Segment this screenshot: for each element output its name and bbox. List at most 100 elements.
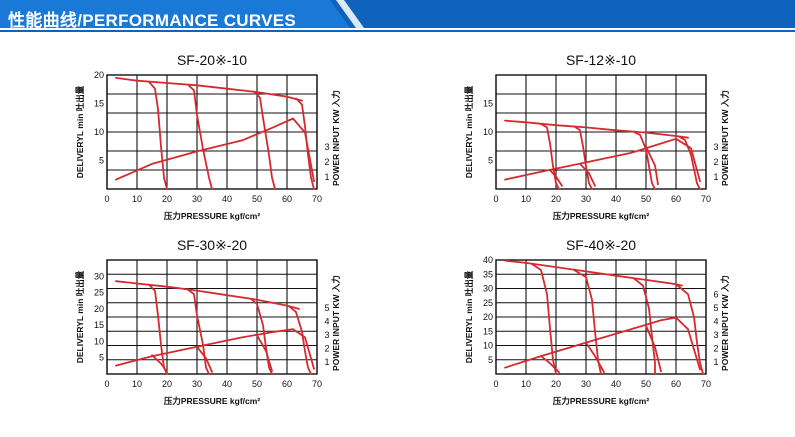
y-axis-label: DELIVERYL min 吐出量 — [464, 270, 474, 363]
x-tick-label: 10 — [521, 379, 531, 389]
x-tick-label: 40 — [222, 379, 232, 389]
power-tick-label: 1 — [713, 172, 718, 182]
x-tick-label: 60 — [671, 379, 681, 389]
power-axis-label: POWER INPUT KW 入力 — [331, 90, 341, 186]
power-tick-label: 4 — [713, 317, 718, 327]
plot-frame — [495, 74, 707, 190]
series-delivery — [115, 77, 303, 102]
y-axis-label: DELIVERYL min 吐出量 — [464, 85, 474, 178]
y-tick-label: 10 — [94, 336, 104, 346]
y-tick-label: 30 — [94, 271, 104, 281]
series-power-drop — [579, 163, 596, 187]
series-power-drop — [196, 345, 213, 373]
x-axis-label: 压力PRESSURE kgf/cm² — [553, 211, 650, 221]
y-tick-label: 5 — [99, 156, 104, 166]
x-tick-label: 50 — [252, 379, 262, 389]
performance-charts: SF-20※-100 10 20 30 40 50 60 705101520123压力PRES… — [75, 52, 730, 406]
y-tick-label: 5 — [488, 156, 493, 166]
x-tick-label: 70 — [701, 194, 711, 204]
x-axis-label: 压力PRESSURE kgf/cm² — [553, 396, 650, 406]
header-accent-stripe — [336, 0, 364, 28]
series-cutoff-20 — [148, 80, 168, 190]
power-tick-label: 3 — [713, 330, 718, 340]
header-banner: 性能曲线/PERFORMANCE CURVES — [0, 0, 795, 38]
chart-sf-12-10: SF-12※-10 0 10 20 30 40 50 60 70 5 10 15 1 2 3 压力PRESSU… — [464, 52, 730, 221]
power-tick-label: 5 — [713, 303, 718, 313]
series-power-drop — [585, 341, 605, 374]
series-cutoff-35 — [187, 83, 213, 190]
series-delivery — [504, 259, 683, 287]
x-tick-label: 50 — [641, 194, 651, 204]
series-cutoff-55 — [250, 297, 273, 375]
x-tick-label: 60 — [282, 194, 292, 204]
x-tick-label: 30 — [581, 379, 591, 389]
x-axis-label: 压力PRESSURE kgf/cm² — [164, 396, 261, 406]
x-tick-label: 20 — [162, 194, 172, 204]
y-tick-label: 15 — [94, 320, 104, 330]
series-power — [115, 328, 315, 370]
y-tick-label: 30 — [483, 284, 493, 294]
series-delivery — [504, 119, 689, 139]
x-tick-label: 60 — [671, 194, 681, 204]
chart-sf-20-10: SF-20※-10 0 10 20 30 40 50 60 70 5 10 15 20 1 2 3 压力PRES… — [75, 52, 341, 221]
x-tick-label: 0 — [104, 194, 109, 204]
power-tick-label: 1 — [324, 357, 329, 367]
series-power — [115, 117, 315, 183]
series-power-drop — [645, 324, 662, 373]
y-axis-label: DELIVERYL min 吐出量 — [75, 270, 85, 363]
series-cutoff-69 — [295, 97, 315, 190]
y-tick-label: 20 — [94, 70, 104, 80]
series-power-drop — [540, 355, 560, 374]
series-power — [504, 137, 701, 183]
series-cutoff-69 — [675, 283, 704, 375]
x-tick-label: 40 — [222, 194, 232, 204]
x-tick-label: 0 — [104, 379, 109, 389]
power-tick-label: 1 — [713, 357, 718, 367]
power-tick-label: 2 — [324, 344, 329, 354]
power-tick-label: 1 — [324, 172, 329, 182]
series-power-drop — [645, 145, 659, 186]
x-axis-label: 压力PRESSURE kgf/cm² — [164, 211, 261, 221]
y-tick-label: 15 — [483, 99, 493, 109]
y-tick-label: 10 — [94, 127, 104, 137]
chart-title: SF-20※-10 — [177, 52, 247, 68]
series-delivery — [115, 280, 300, 310]
series-power-drop — [256, 334, 273, 372]
header-accent-tab — [0, 0, 350, 28]
x-tick-label: 30 — [192, 379, 202, 389]
x-tick-label: 40 — [611, 194, 621, 204]
x-tick-label: 20 — [551, 379, 561, 389]
series-cutoff-20 — [531, 263, 557, 375]
x-tick-label: 70 — [312, 194, 322, 204]
series-cutoff-34 — [187, 288, 210, 375]
series-cutoff-20 — [540, 123, 560, 190]
header-bar-graphic — [0, 0, 795, 32]
power-tick-label: 2 — [713, 344, 718, 354]
page-title: 性能曲线/PERFORMANCE CURVES — [8, 11, 297, 30]
series-cutoff-32 — [573, 125, 593, 190]
y-tick-label: 15 — [94, 99, 104, 109]
power-tick-label: 3 — [324, 330, 329, 340]
chart-sf-30-20: SF-30※-20 0 10 20 30 40 50 60 70 5 10 15 20 25 30 1 2 3 4 5… — [75, 237, 341, 406]
power-tick-label: 4 — [324, 317, 329, 327]
chart-title: SF-40※-20 — [566, 237, 636, 253]
series-power-drop — [151, 354, 168, 373]
x-tick-label: 30 — [192, 194, 202, 204]
power-tick-label: 2 — [324, 157, 329, 167]
chart-sf-40-20: SF-40※-200 10 20 30 40 50 60 705101520253035401… — [464, 237, 730, 406]
power-axis-label: POWER INPUT KW 入力 — [720, 90, 730, 186]
series-cutoff-68 — [289, 306, 312, 375]
power-tick-label: 2 — [713, 157, 718, 167]
power-axis-label: POWER INPUT KW 入力 — [331, 275, 341, 371]
y-axis-label: DELIVERYL min 吐出量 — [75, 85, 85, 178]
y-tick-label: 20 — [483, 312, 493, 322]
x-tick-label: 70 — [312, 379, 322, 389]
x-tick-label: 30 — [581, 194, 591, 204]
x-tick-label: 0 — [493, 379, 498, 389]
series-cutoff-68 — [678, 135, 701, 190]
y-tick-label: 10 — [483, 341, 493, 351]
x-tick-label: 10 — [132, 194, 142, 204]
series-cutoff-56 — [253, 90, 276, 190]
x-tick-label: 50 — [641, 379, 651, 389]
y-tick-label: 15 — [483, 326, 493, 336]
